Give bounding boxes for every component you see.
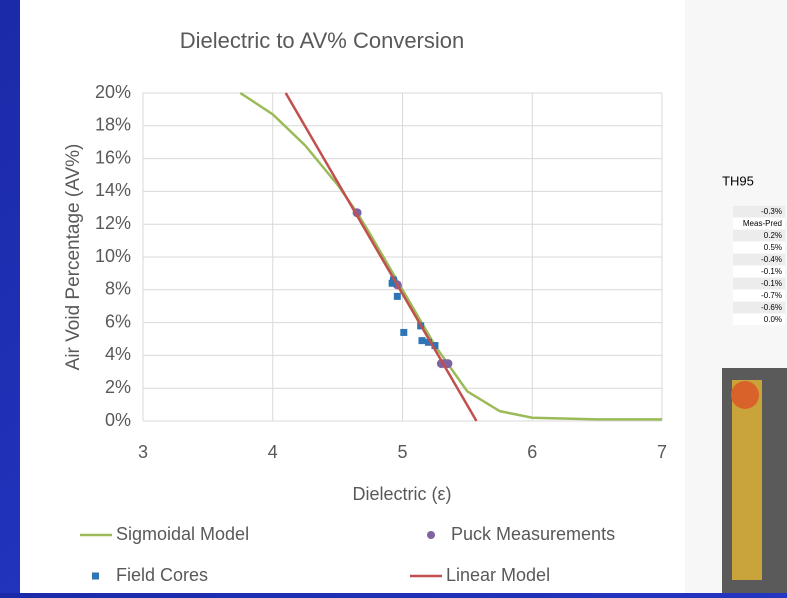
- y-tick-label: 4%: [105, 344, 131, 364]
- x-tick-label: 7: [657, 442, 667, 462]
- point: [418, 337, 425, 344]
- chart-title: Dielectric to AV% Conversion: [180, 28, 465, 53]
- table-cell-text: Meas-Pred: [743, 219, 782, 228]
- legend-label: Linear Model: [446, 565, 550, 585]
- table-cell-text: -0.3%: [761, 207, 782, 216]
- x-tick-label: 6: [527, 442, 537, 462]
- y-tick-label: 12%: [95, 213, 131, 233]
- legend-label: Field Cores: [116, 565, 208, 585]
- y-tick-label: 20%: [95, 82, 131, 102]
- x-axis-label: Dielectric (ε): [352, 484, 451, 504]
- y-axis-label: Air Void Percentage (AV%): [63, 144, 84, 371]
- y-tick-label: 8%: [105, 279, 131, 299]
- y-tick-label: 6%: [105, 311, 131, 331]
- y-tick-label: 18%: [95, 115, 131, 135]
- photo-helmet: [731, 381, 759, 409]
- table-cell-text: 0.2%: [764, 231, 782, 240]
- table-cell-text: -0.1%: [761, 267, 782, 276]
- slide: Dielectric to AV% Conversion Dielectric …: [0, 0, 787, 593]
- x-tick-label: 3: [138, 442, 148, 462]
- y-tick-label: 14%: [95, 180, 131, 200]
- point: [394, 293, 401, 300]
- table-cell-text: 0.5%: [764, 243, 782, 252]
- y-tick-label: 0%: [105, 410, 131, 430]
- photo-figure: [732, 380, 762, 580]
- y-tick-label: 16%: [95, 147, 131, 167]
- table-cell-text: -0.6%: [761, 303, 782, 312]
- table-cell-text: -0.4%: [761, 255, 782, 264]
- y-tick-label: 2%: [105, 377, 131, 397]
- legend-swatch: [92, 573, 99, 580]
- y-tick-label: 10%: [95, 246, 131, 266]
- legend-label: Sigmoidal Model: [116, 524, 249, 544]
- table-cell-text: 0.0%: [764, 315, 782, 324]
- side-title: TH95: [722, 173, 754, 188]
- page: {"chart_data": {"type": "line", "title":…: [0, 0, 787, 593]
- legend-swatch: [427, 531, 435, 539]
- x-tick-label: 4: [268, 442, 278, 462]
- table-cell-text: -0.1%: [761, 279, 782, 288]
- legend-label: Puck Measurements: [451, 524, 615, 544]
- table-cell-text: -0.7%: [761, 291, 782, 300]
- x-tick-label: 5: [397, 442, 407, 462]
- point: [400, 329, 407, 336]
